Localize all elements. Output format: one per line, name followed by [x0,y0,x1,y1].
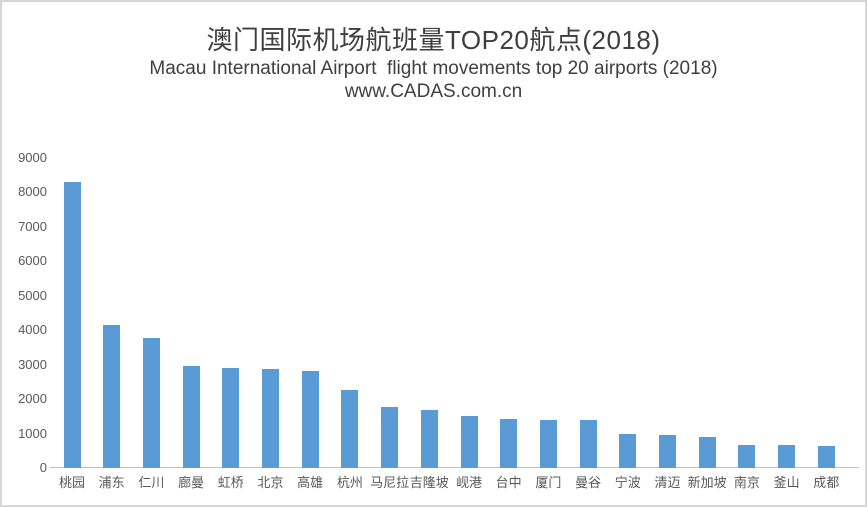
bar-虹桥 [222,367,240,468]
x-category-label: 成都 [813,475,840,490]
x-category-label: 宁波 [614,475,641,490]
y-tick-label: 1000 [18,425,47,441]
bar-仁川 [142,338,160,468]
x-category-label: 釜山 [773,475,800,490]
x-category-label: 台中 [495,475,522,490]
bar-厦门 [539,419,557,468]
bar-曼谷 [579,420,597,468]
y-tick-label: 2000 [18,391,47,407]
bar-北京 [262,368,279,468]
x-category-label: 吉隆坡 [409,475,449,490]
bar-廊曼 [182,366,200,468]
y-tick-label: 5000 [18,287,47,303]
bar-杭州 [341,389,359,468]
x-category-label: 北京 [257,475,284,490]
y-tick-label: 7000 [18,218,47,234]
bar-南京 [738,444,756,468]
bar-马尼拉 [381,407,399,468]
x-category-label: 厦门 [535,475,562,490]
x-category-label: 虹桥 [217,475,244,490]
x-category-label: 浦东 [98,475,125,490]
x-category-label: 高雄 [297,475,324,490]
y-tick-label: 4000 [18,322,47,338]
x-category-label: 清迈 [654,475,681,490]
chart-source-url: www.CADAS.com.cn [344,81,523,102]
y-tick-label: 9000 [18,150,47,165]
x-category-label: 曼谷 [575,475,602,490]
chart-header: 澳门国际机场航班量TOP20航点(2018) Macau Internation… [2,23,865,103]
y-tick-label: 0 [39,460,47,475]
x-category-label: 仁川 [138,475,165,490]
x-axis-line [50,467,859,468]
x-category-label: 马尼拉 [370,475,410,490]
bar-浦东 [103,324,121,468]
x-category-label: 新加坡 [687,475,727,490]
bar-岘港 [460,415,478,468]
bar-高雄 [301,370,319,468]
x-category-label: 杭州 [336,475,363,490]
chart-title: 澳门国际机场航班量TOP20航点(2018) [206,25,661,55]
x-category-label: 南京 [733,475,760,490]
bar-台中 [500,418,518,468]
x-category-label: 桃园 [58,475,85,490]
bar-吉隆坡 [420,410,438,468]
bar-新加坡 [698,437,716,468]
bar-釜山 [778,444,796,468]
bar-成都 [817,445,835,468]
x-category-label: 岘港 [455,475,482,490]
y-tick-label: 3000 [18,356,47,372]
bar-宁波 [619,433,637,468]
bar-清迈 [659,434,676,468]
bar-桃园 [63,181,81,468]
y-tick-label: 8000 [18,184,47,200]
x-category-label: 廊曼 [178,475,205,490]
chart-subtitle: Macau International Airport flight movem… [149,58,718,79]
y-tick-label: 6000 [18,253,47,269]
